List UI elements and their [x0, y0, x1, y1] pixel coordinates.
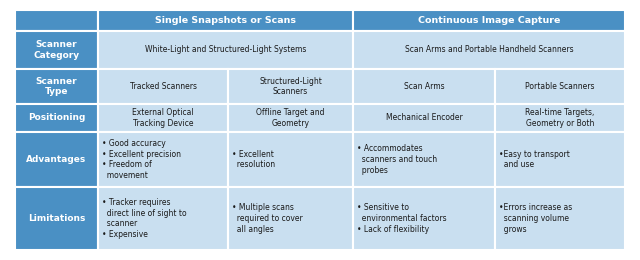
Bar: [495, 69, 625, 104]
Text: • Sensitive to
  environmental factors
• Lack of flexibility: • Sensitive to environmental factors • L…: [357, 203, 447, 234]
Text: Structured-Light
Scanners: Structured-Light Scanners: [259, 77, 322, 96]
Text: Scanner
Type: Scanner Type: [36, 77, 77, 96]
Text: External Optical
Tracking Device: External Optical Tracking Device: [132, 108, 194, 128]
Bar: [98, 104, 228, 132]
Text: Portable Scanners: Portable Scanners: [525, 82, 595, 91]
Text: Advantages: Advantages: [26, 155, 86, 164]
Bar: [353, 69, 495, 104]
Bar: [15, 31, 98, 69]
Text: • Good accuracy
• Excellent precision
• Freedom of
  movement: • Good accuracy • Excellent precision • …: [102, 139, 181, 180]
Text: Tracked Scanners: Tracked Scanners: [129, 82, 196, 91]
Text: • Excellent
  resolution: • Excellent resolution: [232, 150, 275, 169]
Text: Limitations: Limitations: [28, 214, 85, 223]
Text: •Easy to transport
  and use: •Easy to transport and use: [499, 150, 570, 169]
Bar: [228, 187, 353, 250]
Bar: [98, 31, 353, 69]
Text: • Accommodates
  scanners and touch
  probes: • Accommodates scanners and touch probes: [357, 144, 437, 175]
Text: Real-time Targets,
Geometry or Both: Real-time Targets, Geometry or Both: [525, 108, 595, 128]
Bar: [495, 104, 625, 132]
Text: Mechanical Encoder: Mechanical Encoder: [386, 114, 462, 122]
Bar: [98, 132, 228, 187]
Bar: [353, 104, 495, 132]
Text: Single Snapshots or Scans: Single Snapshots or Scans: [155, 16, 296, 25]
Text: Scan Arms and Portable Handheld Scanners: Scan Arms and Portable Handheld Scanners: [404, 46, 573, 55]
Text: Continuous Image Capture: Continuous Image Capture: [418, 16, 560, 25]
Bar: [228, 69, 353, 104]
Bar: [353, 31, 625, 69]
Text: • Multiple scans
  required to cover
  all angles: • Multiple scans required to cover all a…: [232, 203, 303, 234]
Text: Positioning: Positioning: [28, 114, 85, 122]
Bar: [15, 132, 98, 187]
Text: Scanner
Category: Scanner Category: [33, 40, 79, 60]
Text: • Tracker requires
  direct line of sight to
  scanner
• Expensive: • Tracker requires direct line of sight …: [102, 198, 187, 239]
Bar: [15, 104, 98, 132]
Bar: [495, 132, 625, 187]
Bar: [15, 187, 98, 250]
Bar: [15, 69, 98, 104]
Text: •Errors increase as
  scanning volume
  grows: •Errors increase as scanning volume grow…: [499, 203, 572, 234]
Bar: [353, 132, 495, 187]
Bar: [98, 69, 228, 104]
Bar: [15, 10, 98, 31]
Bar: [228, 104, 353, 132]
Bar: [228, 132, 353, 187]
Bar: [98, 187, 228, 250]
Bar: [98, 10, 353, 31]
Bar: [353, 10, 625, 31]
Text: Offline Target and
Geometry: Offline Target and Geometry: [256, 108, 324, 128]
Bar: [495, 187, 625, 250]
Text: White-Light and Structured-Light Systems: White-Light and Structured-Light Systems: [145, 46, 306, 55]
Text: Scan Arms: Scan Arms: [404, 82, 444, 91]
Bar: [353, 187, 495, 250]
